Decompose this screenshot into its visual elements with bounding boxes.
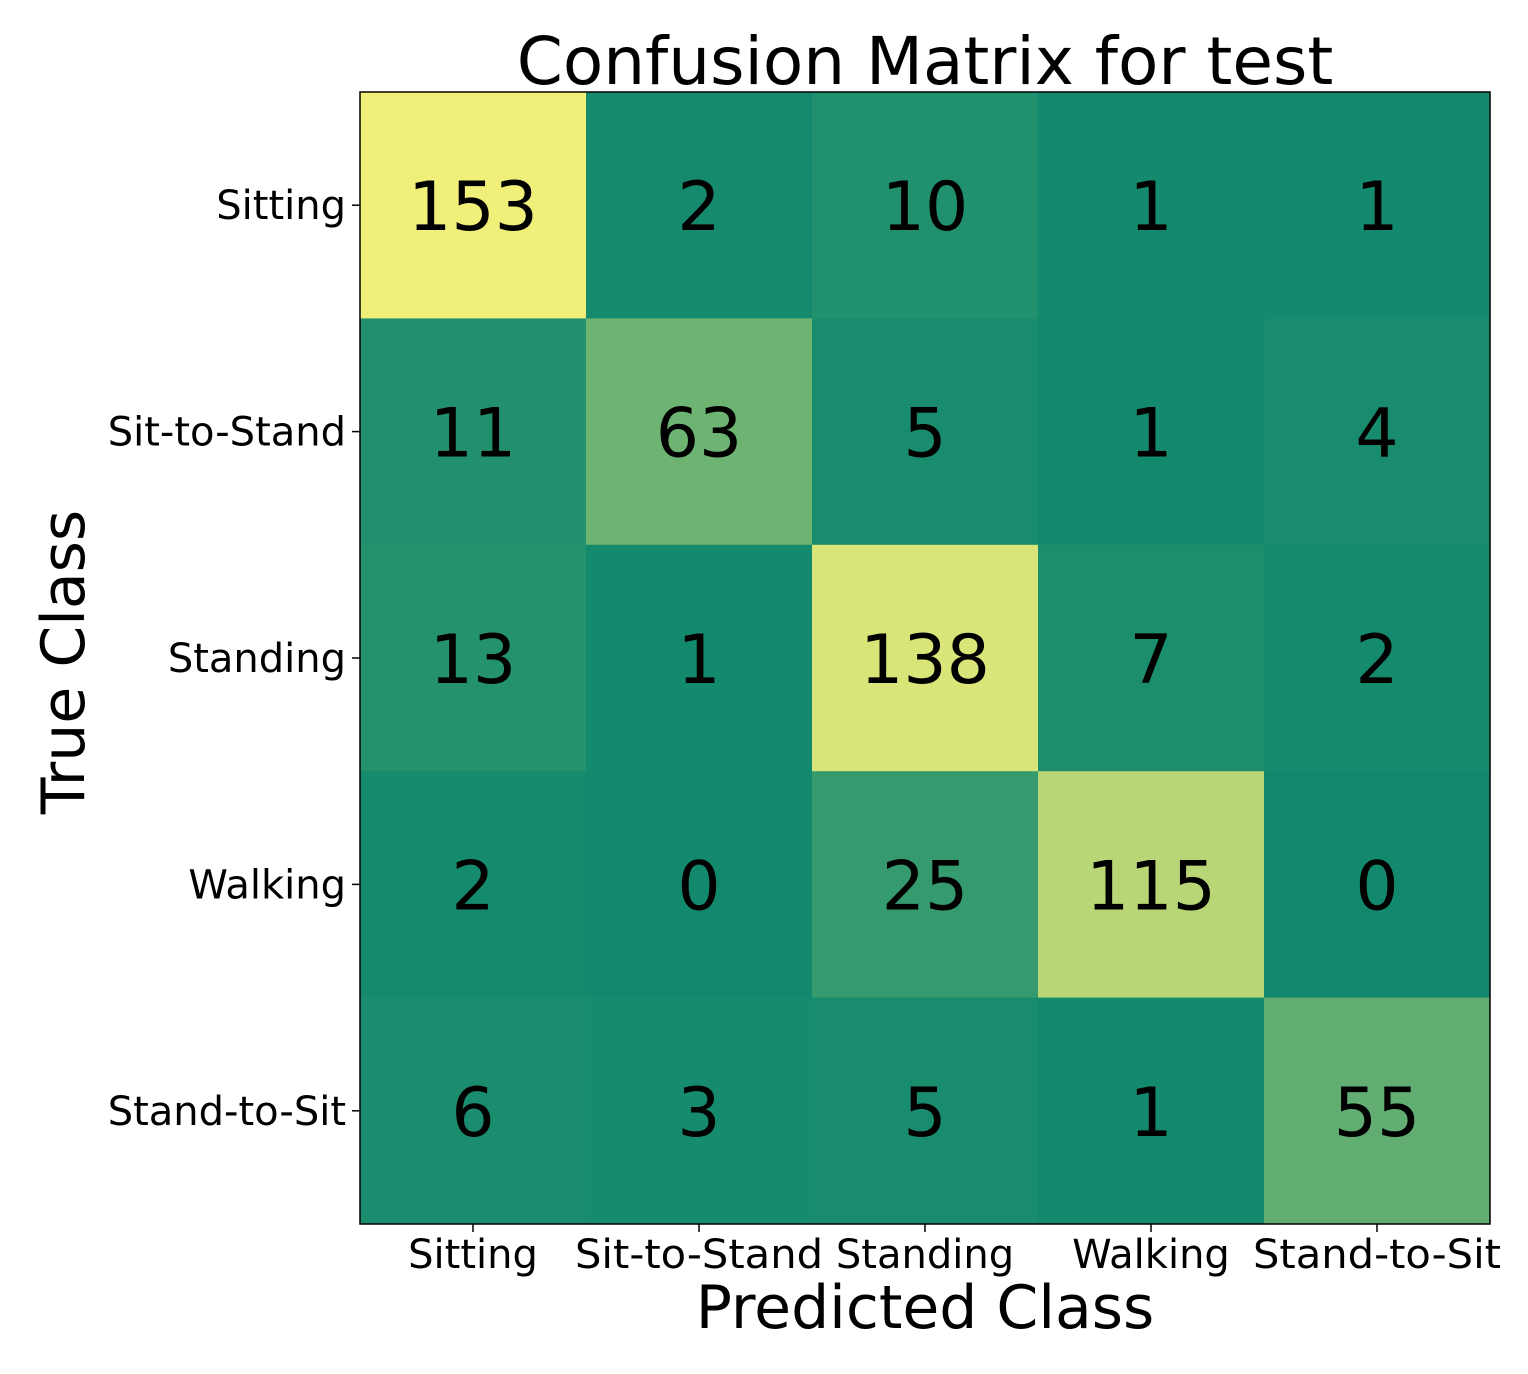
heatmap-cell-standing-sitting — [360, 544, 587, 772]
heatmap-cell-sit-to-stand-sitting — [360, 318, 587, 546]
heatmap-cell-stand-to-sit-sitting — [360, 997, 587, 1225]
cell-value-label: 5 — [903, 1074, 946, 1153]
heatmap-cell-walking-stand-to-sit — [1264, 771, 1491, 999]
y-tick-label-sitting: Sitting — [216, 183, 346, 229]
heatmap-cell-sit-to-stand-sit-to-stand — [586, 318, 813, 546]
x-tick-label-stand-to-sit: Stand-to-Sit — [1253, 1232, 1501, 1278]
cell-value-label: 11 — [430, 395, 517, 474]
cell-value-label: 2 — [677, 168, 720, 247]
heatmap-cell-standing-sit-to-stand — [586, 544, 813, 772]
heatmap-cell-standing-standing — [812, 544, 1039, 772]
cell-value-label: 63 — [656, 395, 743, 474]
cell-value-label: 0 — [677, 847, 720, 926]
heatmap-cell-sitting-standing — [812, 92, 1039, 319]
cell-value-label: 2 — [451, 847, 494, 926]
x-axis-ticks: Sitting Sit-to-Stand Standing Walking Stand-… — [408, 1224, 1501, 1278]
chart-title: Confusion Matrix for test — [517, 23, 1334, 100]
cell-value-label: 25 — [882, 847, 969, 926]
heatmap-cell-sit-to-stand-stand-to-sit — [1264, 318, 1491, 546]
cell-value-label: 7 — [1129, 621, 1172, 700]
y-axis-ticks: Sitting Sit-to-Stand Standing Walking Stand-… — [108, 183, 360, 1135]
y-tick-label-stand-to-sit: Stand-to-Sit — [108, 1089, 346, 1135]
heatmap-cell-standing-stand-to-sit — [1264, 544, 1491, 772]
heatmap-cell-walking-walking — [1038, 771, 1265, 999]
cell-value-label: 1 — [1129, 395, 1172, 474]
cell-value-label: 115 — [1086, 847, 1216, 926]
x-axis-label: Predicted Class — [696, 1273, 1155, 1343]
x-tick-label-sitting: Sitting — [408, 1232, 538, 1278]
cell-value-label: 138 — [860, 621, 990, 700]
heatmap-cells — [360, 92, 1491, 1225]
cell-value-label: 153 — [408, 168, 538, 247]
heatmap-cell-stand-to-sit-standing — [812, 997, 1039, 1225]
heatmap-cell-standing-walking — [1038, 544, 1265, 772]
heatmap-cell-stand-to-sit-stand-to-sit — [1264, 997, 1491, 1225]
heatmap-cell-sitting-sit-to-stand — [586, 92, 813, 319]
cell-value-label: 1 — [1129, 1074, 1172, 1153]
heatmap-cell-sitting-sitting — [360, 92, 587, 319]
heatmap-cell-walking-standing — [812, 771, 1039, 999]
x-tick-label-standing: Standing — [836, 1232, 1014, 1278]
heatmap-cell-sitting-stand-to-sit — [1264, 92, 1491, 319]
heatmap-cell-sit-to-stand-walking — [1038, 318, 1265, 546]
x-tick-label-walking: Walking — [1072, 1232, 1230, 1278]
y-tick-label-standing: Standing — [168, 636, 346, 682]
cell-value-label: 1 — [677, 621, 720, 700]
cell-value-label: 13 — [430, 621, 517, 700]
heatmap-cell-sit-to-stand-standing — [812, 318, 1039, 546]
cell-value-label: 6 — [451, 1074, 494, 1153]
cell-value-label: 1 — [1355, 168, 1398, 247]
cell-value-label: 1 — [1129, 168, 1172, 247]
y-axis-label: True Class — [29, 510, 99, 815]
plot-frame — [359, 91, 1491, 1225]
cell-value-label: 3 — [677, 1074, 720, 1153]
heatmap-cell-sitting-walking — [1038, 92, 1265, 319]
cell-value-label: 4 — [1355, 395, 1398, 474]
heatmap-cell-stand-to-sit-sit-to-stand — [586, 997, 813, 1225]
cell-value-labels: 153 2 10 1 111 63 5 1 413 1 138 7 22 0 25 115 06 3 5 1 55 — [408, 168, 1420, 1153]
heatmap-cell-walking-sit-to-stand — [586, 771, 813, 999]
heatmap-cell-stand-to-sit-walking — [1038, 997, 1265, 1225]
cell-value-label: 55 — [1334, 1074, 1421, 1153]
cell-value-label: 5 — [903, 395, 946, 474]
cell-value-label: 2 — [1355, 621, 1398, 700]
heatmap-cell-walking-sitting — [360, 771, 587, 999]
cell-value-label: 0 — [1355, 847, 1398, 926]
y-tick-label-walking: Walking — [188, 862, 346, 908]
x-tick-label-sit-to-stand: Sit-to-Stand — [575, 1232, 823, 1278]
y-tick-label-sit-to-stand: Sit-to-Stand — [108, 410, 346, 456]
cell-value-label: 10 — [882, 168, 969, 247]
